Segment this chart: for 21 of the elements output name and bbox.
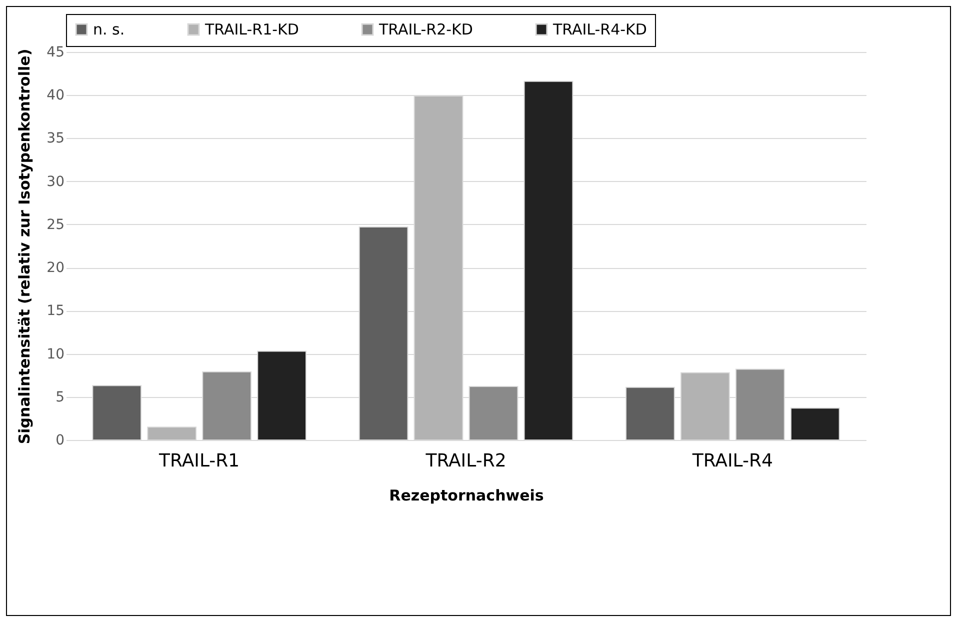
legend-label: TRAIL-R4-KD	[552, 20, 647, 39]
x-tick-label: TRAIL-R4	[691, 450, 773, 472]
y-tick-label: 35	[46, 130, 64, 147]
bar	[147, 426, 197, 440]
x-tick-label: TRAIL-R1	[158, 450, 240, 472]
y-tick-label: 10	[46, 346, 64, 362]
y-tick-label: 45	[46, 44, 64, 60]
y-tick-label: 40	[46, 88, 64, 104]
y-tick-label: 5	[56, 389, 64, 406]
legend-label: n. s.	[93, 20, 125, 39]
y-tick-label: 30	[46, 174, 64, 190]
y-axis-title: Signalintensität (relativ zur Isotypenkontrolle)	[16, 48, 34, 444]
bar	[790, 408, 840, 440]
x-tick-label: TRAIL-R2	[424, 450, 506, 472]
legend-label: TRAIL-R1-KD	[204, 20, 299, 39]
y-tick-label: 25	[46, 216, 64, 233]
legend-label: TRAIL-R2-KD	[378, 20, 473, 39]
y-tick-label: 0	[56, 432, 64, 448]
y-tick-label: 15	[46, 303, 64, 320]
x-axis-title: Rezeptornachweis	[389, 486, 544, 504]
y-tick-label: 20	[46, 260, 64, 276]
